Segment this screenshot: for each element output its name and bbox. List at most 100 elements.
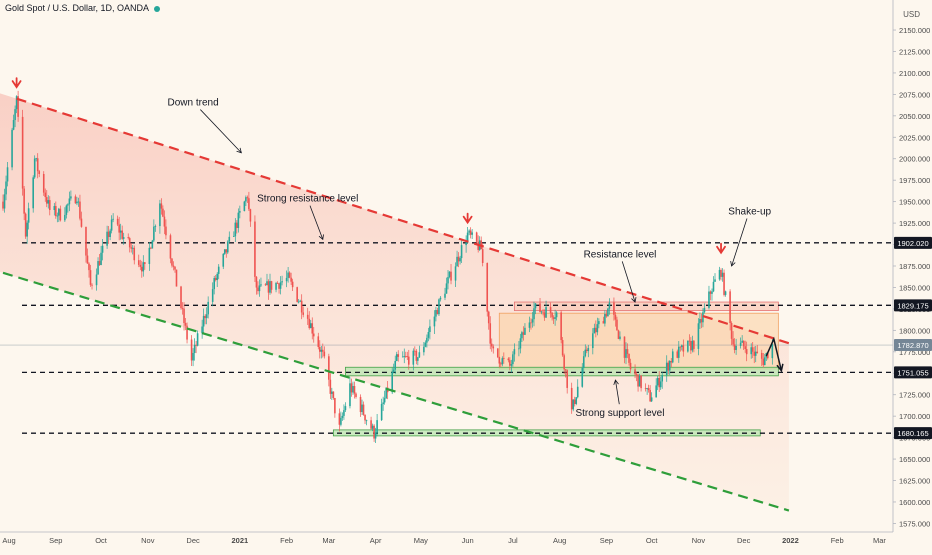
- candle: [760, 349, 763, 366]
- candle: [496, 348, 499, 359]
- candle: [490, 338, 493, 352]
- candle-body: [560, 312, 562, 341]
- candle-body: [276, 282, 279, 284]
- symbol-title: Gold Spot / U.S. Dollar, 1D, OANDA: [5, 3, 150, 13]
- candle: [688, 334, 691, 346]
- price-tick-label: 1775.000: [899, 348, 930, 357]
- candle-body: [635, 374, 638, 376]
- annotation-label: Strong resistance level: [257, 194, 358, 205]
- candle-body: [131, 247, 134, 249]
- last-price-tag-label: 1782.870: [897, 341, 928, 350]
- candle-body: [361, 404, 363, 413]
- candle: [322, 343, 324, 358]
- candle: [365, 419, 368, 426]
- candle-body: [248, 198, 250, 210]
- candle-body: [320, 349, 323, 352]
- candle-body: [334, 397, 336, 414]
- candle: [371, 423, 374, 432]
- candle-body: [192, 352, 194, 361]
- candle: [500, 361, 502, 368]
- candle: [193, 338, 196, 361]
- level-tag-label: 1680.165: [897, 429, 928, 438]
- candle-body: [533, 308, 535, 320]
- candle-body: [65, 205, 68, 215]
- candle: [644, 383, 647, 392]
- candle-body: [175, 269, 178, 287]
- candle: [699, 312, 701, 329]
- candle: [521, 330, 523, 343]
- candle-body: [433, 316, 436, 327]
- candle-body: [637, 374, 639, 387]
- candle: [248, 191, 250, 212]
- candle-body: [35, 158, 38, 160]
- candle-body: [122, 237, 125, 239]
- candle-body: [323, 351, 326, 357]
- candle: [133, 245, 136, 265]
- candle-body: [236, 222, 238, 229]
- candle: [162, 205, 164, 218]
- time-tick-label: Jul: [508, 536, 518, 545]
- projection-arrow-icon: [776, 363, 784, 373]
- candle: [427, 327, 430, 342]
- time-tick-label: Aug: [2, 536, 15, 545]
- candle-body: [661, 375, 664, 382]
- candle: [223, 249, 226, 255]
- candle-body: [394, 360, 397, 370]
- annotation-arrow-icon: [613, 379, 619, 385]
- candle: [417, 356, 419, 366]
- candle-body: [193, 344, 196, 353]
- candle-body: [2, 201, 4, 209]
- candle: [296, 286, 298, 303]
- candle-body: [139, 264, 142, 267]
- candle-body: [626, 349, 629, 354]
- candle: [412, 348, 415, 371]
- candle: [344, 402, 347, 413]
- candle-body: [297, 301, 300, 303]
- candle-body: [730, 323, 733, 339]
- candle: [151, 239, 154, 249]
- candle: [519, 333, 522, 354]
- candle: [745, 341, 748, 362]
- candle: [26, 220, 28, 244]
- candle: [661, 371, 664, 389]
- candle-body: [655, 385, 657, 398]
- candle: [130, 242, 133, 253]
- candle: [617, 329, 620, 340]
- level-tag-background: [894, 299, 932, 312]
- candle-body: [291, 281, 294, 288]
- candle-body: [279, 282, 282, 289]
- candle-body: [500, 363, 502, 365]
- candle-body: [555, 312, 558, 318]
- candle: [457, 252, 460, 268]
- candle-body: [436, 310, 439, 315]
- candle-body: [711, 291, 713, 294]
- candle-body: [322, 349, 324, 352]
- candle-body: [753, 351, 756, 356]
- candle: [524, 323, 526, 335]
- candle: [533, 301, 535, 327]
- candle: [423, 342, 425, 356]
- candle-body: [257, 287, 259, 292]
- time-tick-label: Mar: [873, 536, 886, 545]
- candle-body: [77, 201, 80, 203]
- candle-body: [142, 262, 145, 272]
- candle: [638, 373, 641, 387]
- candle-body: [699, 318, 701, 324]
- candle-body: [510, 364, 513, 366]
- candle: [742, 340, 745, 350]
- level-price-tag: 1829.175: [894, 299, 932, 312]
- candle-body: [278, 283, 280, 289]
- candle: [302, 306, 304, 318]
- candle-body: [153, 226, 155, 241]
- top-marker-icon: [462, 212, 473, 225]
- price-tick-label: 2050.000: [899, 112, 930, 121]
- candle: [604, 310, 606, 327]
- time-tick-label: Feb: [831, 536, 844, 545]
- candle: [260, 277, 262, 287]
- candle: [233, 231, 235, 237]
- candle: [97, 257, 99, 275]
- candle: [154, 224, 157, 232]
- candle: [68, 191, 71, 212]
